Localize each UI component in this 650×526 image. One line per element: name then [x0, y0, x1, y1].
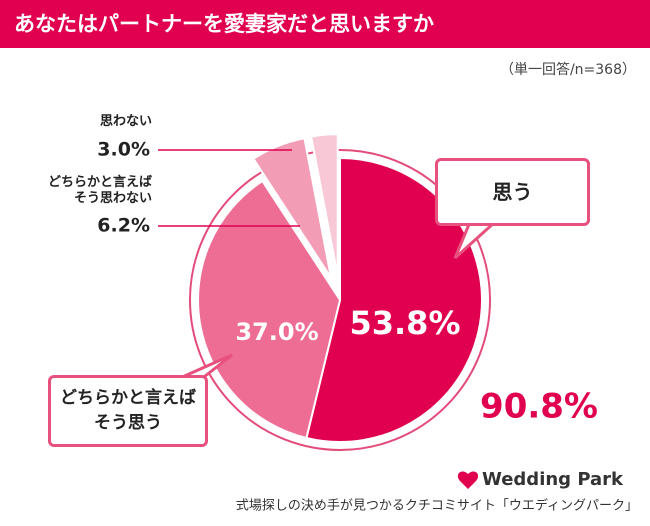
- value-label: 53.8%: [349, 304, 460, 342]
- value-label: 37.0%: [235, 318, 318, 346]
- value-label: 6.2%: [97, 215, 150, 237]
- value-label: 3.0%: [97, 139, 150, 161]
- brand-heart: [457, 471, 479, 489]
- category-label: 思う: [435, 158, 590, 226]
- header-band: [0, 0, 650, 48]
- category-label: 思わない: [99, 114, 152, 129]
- callout-pointer: [179, 353, 233, 382]
- chart-subtitle: （単一回答/n=368）: [500, 61, 636, 78]
- pie: [197, 133, 483, 443]
- chart-title: あなたはパートナーを愛妻家だと思いますか: [14, 12, 434, 36]
- category-label: どちらかと言えば そう思う: [48, 375, 208, 447]
- footer: 式場探しの決め手が見つかるクチコミサイト「ウエディングパーク」: [236, 498, 638, 514]
- pie-slice: [252, 137, 333, 279]
- callout-pointer: [453, 220, 497, 260]
- pie-slice: [305, 156, 483, 443]
- pie-outline: [189, 149, 491, 451]
- category-label: どちらかと言えば そう思わない: [47, 175, 152, 207]
- pie-slice: [197, 179, 342, 440]
- pie-slice: [309, 133, 339, 277]
- total-label: 90.8%: [480, 387, 598, 427]
- brand: Wedding Park: [482, 469, 624, 490]
